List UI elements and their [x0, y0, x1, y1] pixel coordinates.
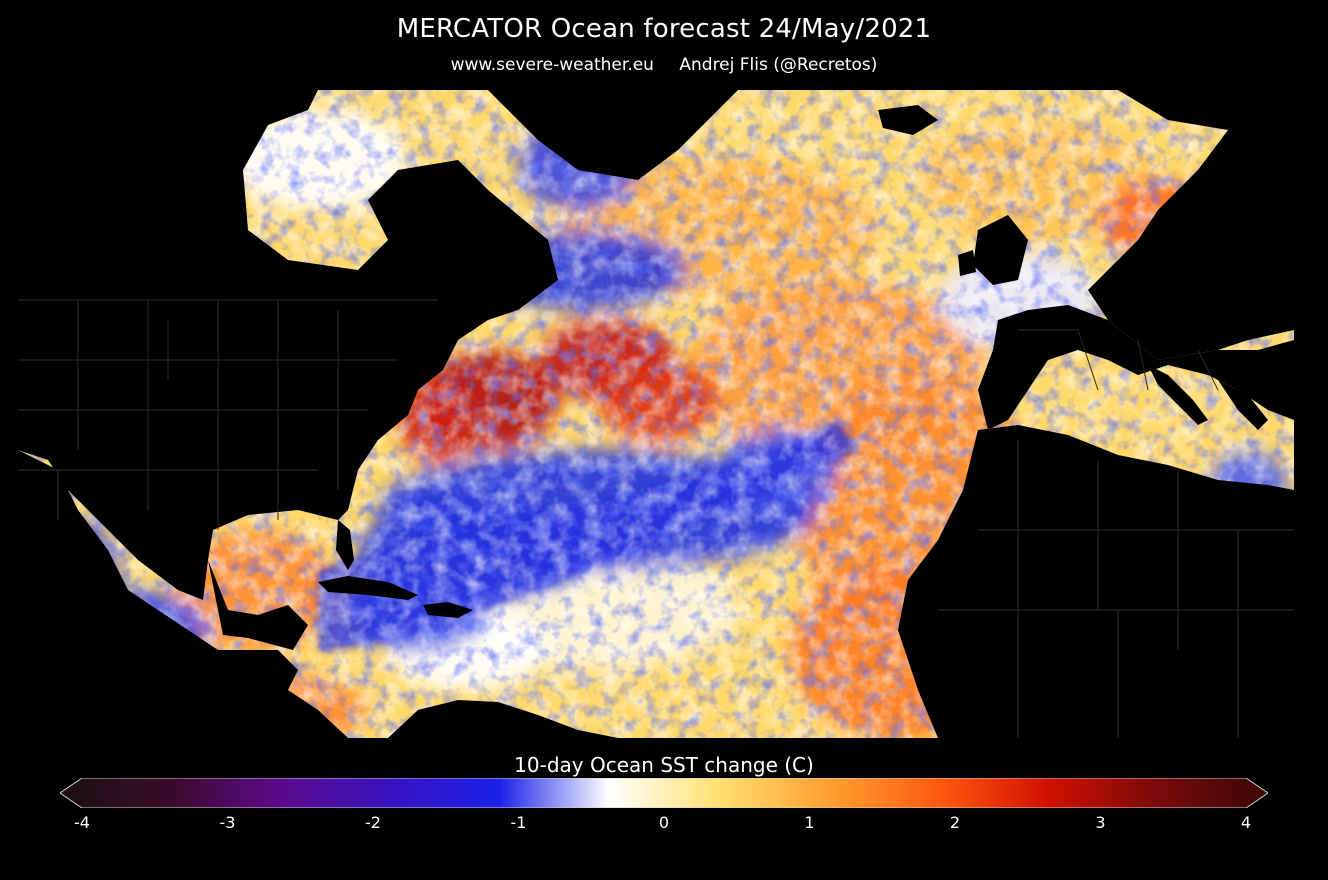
chart-title: MERCATOR Ocean forecast 24/May/2021	[396, 14, 932, 44]
colorbar-tick-label: 4	[1240, 813, 1252, 832]
country-borders	[18, 299, 1294, 738]
colorbar-ticks: -4 -3 -2 -1 0 1 2 3 4	[0, 813, 1328, 837]
colorbar-tick-label: 1	[804, 813, 815, 832]
chart-subtitle: www.severe-weather.eu Andrej Flis (@Recr…	[0, 55, 1328, 75]
colorbar	[60, 778, 1268, 808]
colorbar-tick-label: -4	[74, 813, 90, 832]
map-canvas	[18, 90, 1294, 738]
colorbar-tick-label: 0	[658, 813, 670, 832]
colorbar-tick-label: 3	[1095, 813, 1106, 832]
website-credit: www.severe-weather.eu	[450, 55, 654, 75]
author-credit: Andrej Flis (@Recretos)	[679, 55, 878, 75]
land-mask	[18, 90, 1294, 738]
colorbar-tick-label: -1	[510, 813, 527, 832]
colorbar-gradient	[60, 778, 1268, 808]
colorbar-label: 10-day Ocean SST change (C)	[514, 753, 814, 777]
colorbar-tick-label: -2	[365, 813, 381, 832]
sst-change-map	[18, 90, 1294, 738]
colorbar-tick-label: -3	[219, 813, 236, 832]
colorbar-tick-label: 2	[949, 813, 961, 832]
